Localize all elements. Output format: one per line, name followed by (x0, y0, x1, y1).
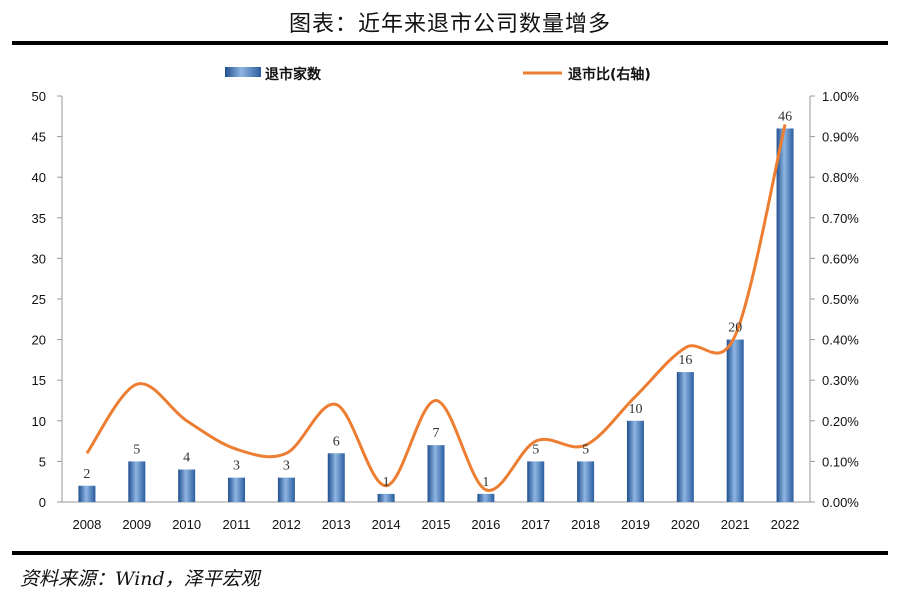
bar (626, 420, 644, 502)
left-tick-label: 5 (39, 454, 46, 469)
data-label: 46 (778, 109, 792, 124)
right-tick-label: 1.00% (822, 89, 859, 104)
x-tick-label: 2010 (172, 517, 201, 532)
legend-line-label: 退市比(右轴) (568, 66, 651, 83)
bar (128, 461, 146, 502)
source-note: 资料来源：Wind，泽平宏观 (20, 568, 260, 590)
data-label: 20 (728, 321, 742, 336)
right-tick-label: 0.70% (822, 211, 859, 226)
x-tick-label: 2013 (322, 517, 351, 532)
left-tick-label: 25 (32, 292, 46, 307)
x-tick-label: 2021 (721, 517, 750, 532)
left-tick-label: 30 (32, 251, 46, 266)
data-label: 5 (133, 442, 140, 457)
x-tick-label: 2009 (122, 517, 151, 532)
left-tick-label: 15 (32, 373, 46, 388)
x-tick-label: 2016 (471, 517, 500, 532)
data-label: 3 (283, 459, 290, 474)
right-tick-label: 0.40% (822, 333, 859, 348)
bottom-rule (12, 551, 888, 555)
legend-bar-swatch (225, 67, 261, 77)
top-rule (12, 41, 888, 45)
left-tick-label: 0 (39, 495, 46, 510)
x-tick-label: 2019 (621, 517, 650, 532)
bar (78, 485, 96, 502)
bar (277, 477, 295, 502)
chart-title: 图表：近年来退市公司数量增多 (288, 12, 611, 37)
right-tick-label: 0.00% (822, 495, 859, 510)
left-tick-label: 35 (32, 211, 46, 226)
bar (377, 493, 395, 502)
right-tick-label: 0.60% (822, 251, 859, 266)
x-tick-label: 2014 (372, 517, 401, 532)
bar (776, 128, 794, 503)
bar (477, 493, 495, 502)
bar (577, 461, 595, 502)
bar (178, 469, 196, 502)
bar (228, 477, 246, 502)
data-label: 2 (83, 467, 90, 482)
x-tick-label: 2015 (422, 517, 451, 532)
x-tick-label: 2011 (223, 517, 251, 532)
data-label: 4 (183, 451, 190, 466)
bar (327, 453, 345, 502)
data-label: 16 (678, 353, 692, 368)
data-label: 7 (433, 426, 440, 441)
left-tick-label: 10 (32, 414, 46, 429)
left-tick-label: 45 (32, 130, 46, 145)
x-tick-label: 2012 (272, 517, 301, 532)
x-tick-label: 2022 (771, 517, 800, 532)
legend-bar-label: 退市家数 (265, 66, 322, 83)
x-tick-label: 2020 (671, 517, 700, 532)
left-tick-label: 20 (32, 333, 46, 348)
right-tick-label: 0.30% (822, 373, 859, 388)
left-tick-label: 40 (32, 170, 46, 185)
x-tick-label: 2008 (72, 517, 101, 532)
x-tick-label: 2018 (571, 517, 600, 532)
left-tick-label: 50 (32, 89, 46, 104)
x-tick-label: 2017 (521, 517, 550, 532)
data-label: 5 (532, 442, 539, 457)
data-label: 1 (482, 475, 489, 490)
data-label: 1 (383, 475, 390, 490)
data-label: 3 (233, 459, 240, 474)
right-tick-label: 0.90% (822, 130, 859, 145)
right-tick-label: 0.80% (822, 170, 859, 185)
right-tick-label: 0.20% (822, 414, 859, 429)
legend: 退市家数 退市比(右轴) (225, 66, 651, 83)
right-tick-label: 0.50% (822, 292, 859, 307)
data-label: 6 (333, 434, 340, 449)
data-label: 10 (628, 402, 642, 417)
ratio-line (85, 124, 787, 492)
bar (427, 445, 445, 502)
bar (527, 461, 545, 502)
data-label: 5 (582, 442, 589, 457)
right-tick-label: 0.10% (822, 454, 859, 469)
bar (676, 372, 694, 502)
bar (726, 339, 744, 502)
